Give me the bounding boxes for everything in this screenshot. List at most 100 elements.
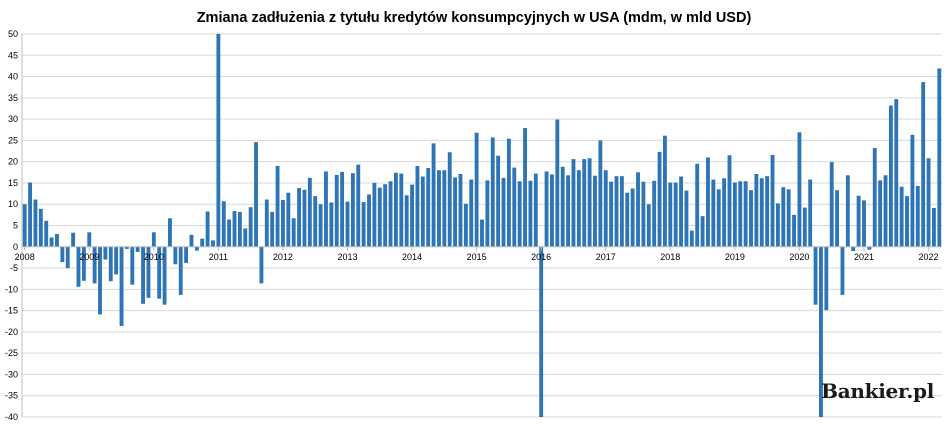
bar: [544, 171, 549, 247]
bar: [356, 164, 361, 247]
bar: [872, 148, 877, 247]
y-tick-label: 35: [8, 93, 18, 103]
bar: [851, 246, 856, 252]
bar: [501, 177, 506, 247]
bar: [345, 201, 350, 247]
bar: [512, 167, 517, 247]
bar: [162, 246, 167, 305]
bar: [506, 138, 511, 247]
x-tick-label: 2012: [273, 252, 293, 262]
bar: [770, 154, 775, 247]
bar: [55, 234, 59, 247]
bar: [775, 203, 780, 247]
bar: [523, 128, 527, 247]
bar: [867, 246, 872, 250]
bar: [329, 202, 334, 247]
bar: [802, 207, 807, 247]
bar: [216, 34, 221, 247]
bar: [119, 246, 124, 326]
x-tick-label: 2017: [596, 252, 616, 262]
bar: [926, 158, 931, 247]
bar: [598, 140, 603, 247]
bar: [350, 173, 355, 247]
bar: [200, 238, 205, 247]
y-tick-label: 15: [8, 178, 18, 188]
y-tick-label: 30: [8, 114, 18, 124]
y-tick-label: -30: [5, 369, 18, 379]
bar: [442, 170, 447, 247]
bar: [571, 159, 576, 247]
bar: [840, 246, 845, 295]
bar: [243, 228, 248, 247]
bar: [178, 246, 183, 295]
bar: [576, 170, 581, 247]
x-tick-label: 2021: [854, 252, 874, 262]
bar: [141, 246, 145, 304]
bar: [248, 207, 253, 247]
bar: [458, 174, 463, 247]
bar: [905, 196, 909, 247]
bar: [124, 246, 129, 249]
bar: [657, 151, 662, 247]
bar: [883, 175, 888, 247]
bar: [383, 184, 388, 247]
bar: [302, 189, 307, 247]
bar: [334, 174, 339, 247]
bar: [899, 186, 904, 247]
bar: [453, 177, 458, 247]
y-tick-label: 5: [13, 221, 18, 231]
bar: [431, 143, 436, 247]
bar: [609, 181, 614, 247]
bar: [921, 82, 926, 247]
gridlines: [22, 33, 942, 418]
bar: [931, 208, 936, 247]
bar: [835, 190, 840, 247]
bar: [706, 157, 710, 247]
bar: [71, 232, 76, 247]
bar: [151, 232, 156, 247]
bar: [318, 204, 323, 247]
bar: [679, 176, 684, 247]
bar: [410, 184, 414, 247]
bar: [211, 240, 215, 247]
x-tick-label: 2020: [789, 252, 809, 262]
bar: [130, 246, 135, 285]
x-tick-label: 2010: [144, 252, 164, 262]
bar: [700, 216, 705, 247]
y-tick-label: 10: [8, 199, 18, 209]
bar: [437, 170, 441, 247]
bar: [550, 174, 554, 247]
y-tick-label: -15: [5, 306, 18, 316]
bar: [533, 173, 538, 247]
bar: [297, 188, 302, 247]
bar: [103, 246, 108, 260]
bar: [711, 179, 716, 247]
bar: [146, 246, 151, 298]
bar: [539, 246, 544, 417]
bar: [98, 246, 102, 315]
bar: [695, 163, 700, 247]
bar: [722, 178, 727, 247]
bar: [65, 246, 70, 269]
bar: [447, 152, 452, 247]
bankier-logo: Bankier.pl: [821, 379, 934, 403]
bar: [496, 155, 501, 247]
bar: [792, 214, 796, 247]
bar: [786, 189, 791, 247]
bar: [528, 180, 533, 247]
bar: [862, 200, 866, 247]
bar: [582, 159, 587, 247]
bar: [189, 234, 194, 247]
bar: [469, 179, 474, 247]
bar: [463, 203, 468, 247]
bar: [560, 166, 565, 247]
bar: [404, 195, 409, 247]
y-tick-label: 40: [8, 72, 18, 82]
bar: [646, 204, 651, 247]
bar: [603, 170, 608, 247]
bar: [340, 171, 345, 247]
bar: [388, 181, 393, 247]
bar: [420, 176, 425, 247]
